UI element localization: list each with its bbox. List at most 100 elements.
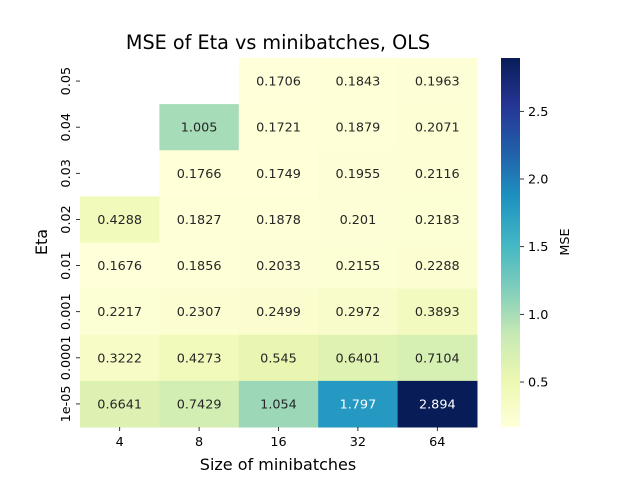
y-tick-label: 1e-05 — [59, 385, 74, 422]
cell-value-label: 0.1955 — [336, 167, 381, 182]
cell-value-label: 0.1878 — [256, 213, 301, 228]
colorbar: 0.5 1.0 1.5 2.0 2.5 MSE — [501, 58, 573, 427]
cell-value-label: 0.1766 — [177, 167, 222, 182]
heatmap-cell — [318, 288, 399, 336]
cell-value-label: 0.2033 — [256, 259, 301, 274]
colorbar-tick-label: 1.5 — [528, 240, 548, 255]
cell-value-label: 0.7429 — [177, 397, 222, 412]
y-tick-label: 0.001 — [59, 293, 74, 330]
y-tick-label: 0.04 — [59, 113, 74, 142]
heatmap-cell — [318, 58, 399, 105]
cell-value-label: 0.201 — [340, 213, 377, 228]
cell-value-label: 0.3893 — [415, 305, 460, 320]
heatmap-cell — [80, 288, 160, 336]
cell-value-label: 0.2288 — [415, 259, 460, 274]
cell-value-label: 0.1706 — [256, 75, 301, 90]
heatmap-cell — [318, 104, 399, 151]
heatmap-cell — [318, 380, 399, 428]
cell-value-label: 0.2183 — [415, 213, 460, 228]
y-tick-label: 0.03 — [59, 159, 74, 188]
cell-value-label: 0.1879 — [336, 121, 381, 136]
x-tick-label: 4 — [116, 435, 124, 450]
heatmap-cell — [397, 196, 478, 243]
heatmap-cell — [397, 58, 478, 105]
heatmap-cell — [159, 334, 240, 382]
colorbar-label: MSE — [558, 228, 573, 255]
y-tick-label: 0.02 — [59, 205, 74, 234]
heatmap-cell — [159, 288, 240, 336]
heatmap-cell — [238, 288, 319, 336]
heatmap-cell — [397, 104, 478, 151]
cell-value-label: 0.1856 — [177, 259, 222, 274]
cell-value-label: 1.005 — [181, 121, 218, 136]
x-axis-label: Size of minibatches — [200, 455, 356, 474]
x-tick-label: 16 — [270, 435, 286, 450]
cell-value-label: 1.797 — [340, 397, 377, 412]
heatmap-cell — [80, 242, 160, 290]
heatmap-cell — [238, 150, 319, 197]
y-axis-label: Eta — [32, 229, 51, 255]
heatmap-cell — [397, 380, 478, 428]
cell-value-label: 0.7104 — [415, 351, 460, 366]
heatmap-cell — [238, 334, 319, 382]
y-tick-label: 0.01 — [59, 251, 74, 280]
cell-value-label: 0.1843 — [336, 75, 381, 90]
cell-value-label: 0.1827 — [177, 213, 222, 228]
heatmap-cell — [159, 196, 240, 243]
colorbar-tick-label: 1.0 — [528, 308, 548, 323]
cell-value-label: 0.1721 — [256, 121, 301, 136]
heatmap-cell — [318, 150, 399, 197]
cell-value-label: 0.2116 — [415, 167, 460, 182]
colorbar-tick-label: 2.0 — [528, 172, 548, 187]
heatmap-cell — [238, 58, 319, 105]
heatmap-cell — [159, 242, 240, 290]
cell-value-label: 2.894 — [419, 397, 456, 412]
cell-value-label: 0.4288 — [97, 213, 142, 228]
heatmap-cell — [397, 242, 478, 290]
cell-value-label: 0.545 — [260, 351, 297, 366]
colorbar-gradient — [501, 58, 520, 427]
colorbar-tick-label: 2.5 — [528, 105, 548, 120]
heatmap-cell — [80, 196, 160, 243]
x-tick-label: 64 — [429, 435, 445, 450]
cell-value-label: 0.1963 — [415, 75, 460, 90]
heatmap-cell — [238, 242, 319, 290]
heatmap-cell — [397, 334, 478, 382]
heatmap-cell — [80, 380, 160, 428]
cell-value-label: 0.3222 — [97, 351, 142, 366]
heatmap-cell — [318, 196, 399, 243]
cell-value-label: 0.1676 — [97, 259, 142, 274]
heatmap-cell — [159, 104, 240, 151]
y-tick-label: 0.05 — [59, 67, 74, 96]
heatmap-cell — [318, 334, 399, 382]
chart-title: MSE of Eta vs minibatches, OLS — [126, 31, 430, 54]
heatmap-cell — [80, 334, 160, 382]
cell-value-label: 0.2217 — [97, 305, 142, 320]
heatmap-cell — [397, 150, 478, 197]
cell-value-label: 0.6641 — [97, 397, 142, 412]
heatmap-cell — [397, 288, 478, 336]
x-axis: 4 8 16 32 64 — [116, 427, 445, 450]
y-tick-label: 0.0001 — [59, 335, 74, 380]
cell-value-label: 0.2307 — [177, 305, 222, 320]
heatmap-cells: 0.1706 0.1843 0.1963 1.005 0.1721 0.1879 0.207… — [80, 58, 478, 428]
y-axis: 0.05 0.04 0.03 0.02 0.01 0.001 0.0001 1e-05 — [59, 67, 80, 422]
cell-value-label: 0.1749 — [256, 167, 301, 182]
heatmap-cell — [238, 104, 319, 151]
heatmap-cell — [238, 196, 319, 243]
cell-value-label: 0.2155 — [336, 259, 381, 274]
heatmap-cell — [159, 380, 240, 428]
heatmap-cell — [238, 380, 319, 428]
x-tick-label: 32 — [350, 435, 366, 450]
heatmap-cell — [318, 242, 399, 290]
cell-value-label: 0.4273 — [177, 351, 222, 366]
colorbar-tick-label: 0.5 — [528, 376, 548, 391]
cell-value-label: 0.2071 — [415, 121, 460, 136]
cell-value-label: 0.2972 — [336, 305, 381, 320]
heatmap-cell — [159, 150, 240, 197]
x-tick-label: 8 — [195, 435, 203, 450]
cell-value-label: 0.6401 — [336, 351, 381, 366]
cell-value-label: 1.054 — [260, 397, 297, 412]
cell-value-label: 0.2499 — [256, 305, 301, 320]
